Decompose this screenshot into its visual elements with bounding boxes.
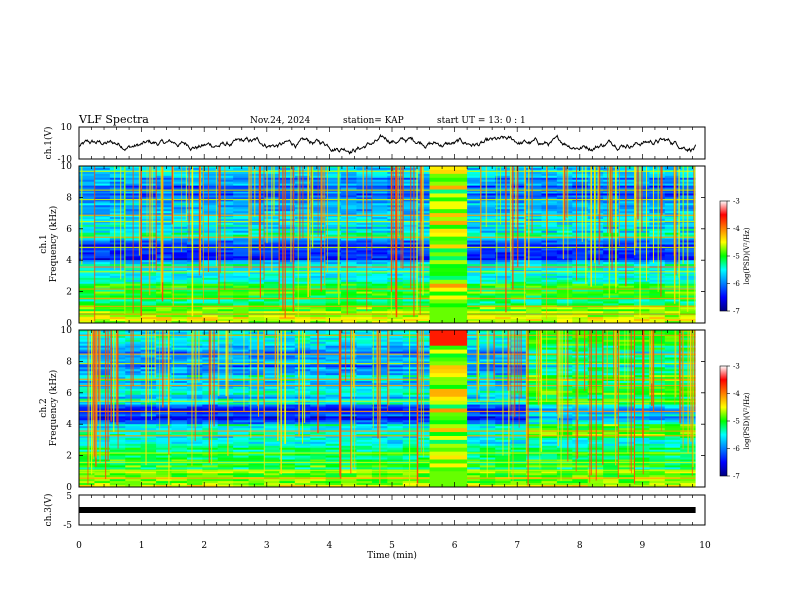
xtick-label: 2 xyxy=(201,541,207,551)
ytick-label: 10 xyxy=(61,326,73,336)
ytick-label: 6 xyxy=(66,389,72,399)
ytick-label: 6 xyxy=(66,225,72,235)
ch1-ytick-bottom: -10 xyxy=(58,155,73,165)
ytick-label: 0 xyxy=(66,483,72,493)
xtick-label: 7 xyxy=(514,541,520,551)
ch2-spectrogram-panel: 0 2 4 6 8 10 ch.2 Frequency (kHz) xyxy=(39,326,706,493)
colorbar-tick-label: -5 xyxy=(733,418,740,426)
date-label: Nov.24, 2024 xyxy=(250,116,311,126)
xtick-label: 9 xyxy=(640,541,646,551)
xtick-label: 6 xyxy=(452,541,458,551)
x-axis-tick-labels: 0 1 2 3 4 5 6 7 8 9 10 xyxy=(76,541,711,551)
colorbar-tick-label: -3 xyxy=(733,198,740,206)
ytick-label: 4 xyxy=(66,256,72,266)
ch3-signal-bar xyxy=(79,507,696,513)
ch1-spectrogram-ylabel: Frequency (kHz) xyxy=(48,206,59,283)
ch1-ytick-top: 10 xyxy=(61,123,73,133)
xtick-label: 8 xyxy=(577,541,583,551)
colorbar-1-label: log(PSD)(V²/Hz) xyxy=(743,227,751,284)
ytick-label: 8 xyxy=(66,193,72,203)
ytick-label: 10 xyxy=(61,162,73,172)
colorbar-tick-label: -3 xyxy=(733,363,740,371)
ch1-spectrogram-panel: 0 2 4 6 8 10 ch.1 Frequency (kHz) xyxy=(39,162,706,329)
xtick-label: 10 xyxy=(699,541,711,551)
ytick-label: 8 xyxy=(66,357,72,367)
ytick-label: 0 xyxy=(66,319,72,329)
xtick-label: 4 xyxy=(327,541,333,551)
colorbar-tick-label: -7 xyxy=(733,308,740,316)
colorbar-tick-label: -6 xyxy=(733,280,740,288)
ch1-waveform-panel: 10 -10 ch.1(V) xyxy=(43,123,706,165)
colorbar-2: -3 -4 -5 -6 -7 log(PSD)(V²/Hz) xyxy=(719,363,751,481)
station-label: station= KAP xyxy=(343,116,404,126)
xtick-label: 3 xyxy=(264,541,270,551)
ytick-label: 4 xyxy=(66,420,72,430)
ch2-spectrogram-image xyxy=(79,330,705,488)
xtick-label: 1 xyxy=(139,541,145,551)
ch1-waveform-line xyxy=(78,133,697,155)
ch1-spectrogram-image xyxy=(79,166,705,324)
x-axis-ticks xyxy=(78,127,706,525)
start-time-label: start UT = 13: 0 : 1 xyxy=(437,116,526,126)
ch3-ylabel: ch.3(V) xyxy=(43,494,54,527)
colorbar-tick-label: -6 xyxy=(733,445,740,453)
ch3-waveform-panel: 5 -5 ch.3(V) xyxy=(43,492,706,531)
ch3-ytick-bottom: -5 xyxy=(63,521,72,531)
colorbar-tick-label: -4 xyxy=(733,225,740,233)
ytick-label: 2 xyxy=(66,288,72,298)
figure-title: VLF Spectra xyxy=(78,113,149,126)
ch1-ylabel: ch.1(V) xyxy=(43,127,54,160)
ytick-label: 2 xyxy=(66,452,72,462)
colorbar-1: -3 -4 -5 -6 -7 log(PSD)(V²/Hz) xyxy=(719,198,751,316)
xtick-label: 5 xyxy=(389,541,395,551)
colorbar-tick-label: -7 xyxy=(733,473,740,481)
colorbar-tick-label: -4 xyxy=(733,390,740,398)
ch3-ytick-top: 5 xyxy=(66,492,72,502)
ch1-spectrogram-channel-label: ch.1 xyxy=(39,234,49,253)
xtick-label: 0 xyxy=(76,541,82,551)
colorbar-2-label: log(PSD)(V²/Hz) xyxy=(743,392,751,449)
colorbar-tick-label: -5 xyxy=(733,253,740,261)
x-axis-label: Time (min) xyxy=(367,550,417,561)
ch2-spectrogram-ylabel: Frequency (kHz) xyxy=(48,370,59,447)
ch2-spectrogram-channel-label: ch.2 xyxy=(39,398,49,417)
